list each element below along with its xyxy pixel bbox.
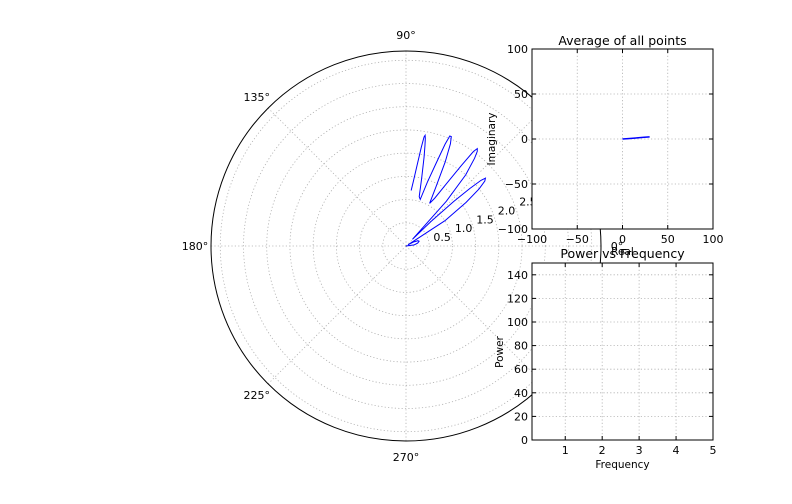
polar-grid-circle: [266, 106, 546, 386]
y-tick-label: 40: [514, 387, 528, 400]
average-chart-ylabel: Imaginary: [486, 113, 498, 166]
x-tick-label: 50: [661, 233, 675, 246]
y-tick-label: 80: [514, 340, 528, 353]
power-chart-title: Power vs Frequency: [560, 246, 685, 261]
polar-grid-circle: [219, 59, 593, 433]
average-series-line: [622, 136, 650, 140]
polar-grid-circle: [335, 175, 477, 317]
power-chart-frame: [531, 262, 714, 441]
x-tick-label: 3: [636, 444, 643, 457]
y-tick-label: −50: [505, 178, 528, 191]
power-chart: 1 2 3 4 5 0 20 40 60 80 100 120 140 Power vs Frequen…: [494, 246, 717, 471]
y-tick-label: 140: [507, 269, 528, 282]
polar-grid: [211, 51, 601, 441]
y-tick-label: 20: [514, 410, 528, 423]
polar-angle-tick-label: 225°: [244, 389, 271, 402]
polar-outer-frame: [210, 50, 602, 442]
polar-angle-tick-label: 180°: [182, 240, 209, 253]
y-tick-label: 0: [521, 434, 528, 447]
average-chart-title: Average of all points: [558, 33, 686, 48]
x-tick-label: 2: [599, 444, 606, 457]
polar-angle-tick-label: 90°: [396, 29, 416, 42]
polar-angle-tick-label: 135°: [244, 91, 271, 104]
y-tick-label: 100: [507, 43, 528, 56]
x-tick-label: 4: [673, 444, 680, 457]
x-tick-label: −50: [566, 233, 589, 246]
y-tick-label: −100: [498, 223, 528, 236]
x-tick-label: 1: [562, 444, 569, 457]
average-chart-ticks: −100 −50 0 50 100 −100 −50 0 50 100: [498, 43, 724, 246]
x-tick-label: 5: [710, 444, 717, 457]
x-tick-label: −100: [517, 233, 547, 246]
polar-grid-circle: [382, 222, 430, 270]
polar-radial-tick-label: 1.0: [455, 222, 473, 235]
power-chart-xlabel: Frequency: [595, 459, 649, 471]
power-chart-ticks: 1 2 3 4 5 0 20 40 60 80 100 120 140: [507, 263, 717, 457]
power-chart-plot-area: [531, 262, 714, 441]
y-tick-label: 50: [514, 88, 528, 101]
polar-radial-tick-label: 0.5: [433, 231, 451, 244]
polar-series-line: [405, 133, 487, 247]
polar-grid-circle: [359, 199, 453, 293]
y-tick-label: 0: [521, 133, 528, 146]
x-tick-label: 100: [703, 233, 724, 246]
y-tick-label: 100: [507, 316, 528, 329]
polar-radial-tick-label: 2.0: [498, 205, 516, 218]
polar-angle-tick-label: 0°: [611, 240, 624, 253]
polar-radial-tick-label: 1.5: [476, 213, 494, 226]
polar-angle-tick-label: 270°: [393, 451, 420, 464]
x-tick-label: 0: [619, 233, 626, 246]
power-chart-ylabel: Power: [494, 335, 506, 367]
average-chart-xlabel: Real: [611, 246, 634, 258]
y-tick-label: 60: [514, 363, 528, 376]
polar-angle-tick-labels: 90° 135° 180° 225° 270° 0°: [182, 29, 624, 464]
polar-grid-circle: [243, 83, 569, 409]
polar-chart: 0.51.01.52.02.5 90°135°180°225°270°0°: [182, 29, 624, 464]
average-chart: −100 −50 0 50 100 −100 −50 0 50 100 Average of al…: [486, 33, 724, 258]
y-tick-label: 120: [507, 292, 528, 305]
